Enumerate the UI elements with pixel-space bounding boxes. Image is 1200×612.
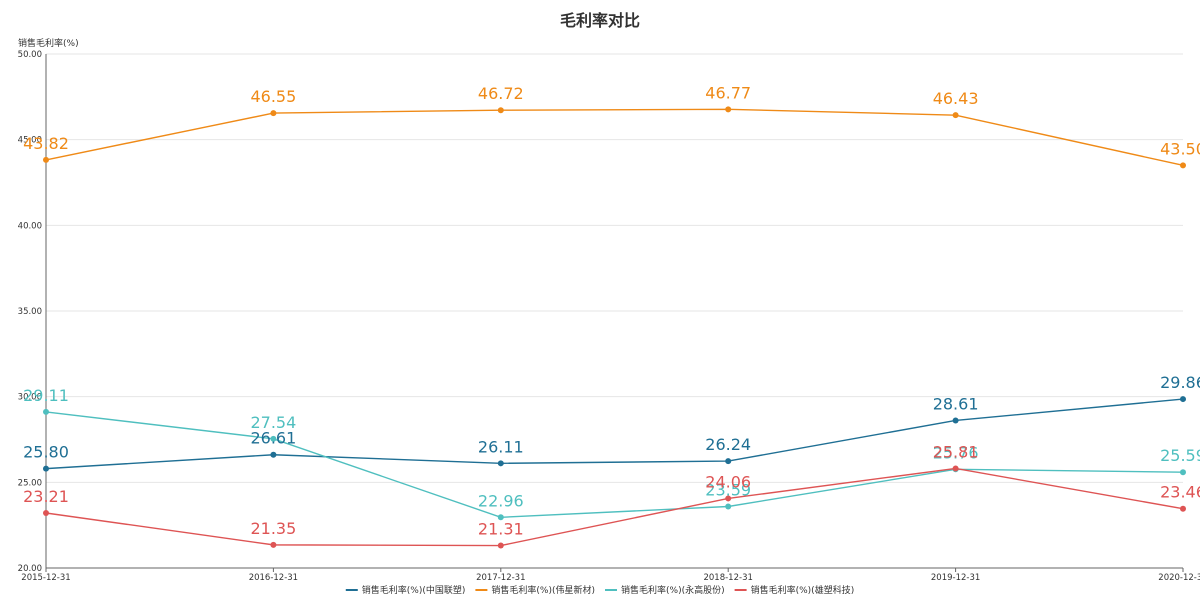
data-label: 29.86 xyxy=(1160,373,1200,392)
data-point[interactable] xyxy=(43,156,49,163)
data-point[interactable] xyxy=(725,106,732,113)
y-tick-label: 45.00 xyxy=(18,136,42,146)
x-tick-label: 2015-12-31 xyxy=(21,573,70,583)
data-point[interactable] xyxy=(725,503,732,510)
data-point[interactable] xyxy=(725,458,732,465)
chart-title: 毛利率对比 xyxy=(560,11,640,30)
data-point[interactable] xyxy=(725,495,732,502)
grid-lines xyxy=(46,53,1183,569)
data-labels: 25.80 26.61 26.11 26.24 28.61 29.86 43.82 46.55… xyxy=(23,83,1200,538)
data-label: 28.61 xyxy=(933,394,979,413)
data-label: 25.81 xyxy=(933,442,979,461)
y-tick-label: 50.00 xyxy=(18,50,42,60)
data-point[interactable] xyxy=(270,451,277,458)
data-label: 23.59 xyxy=(705,480,751,499)
y-tick-label: 35.00 xyxy=(18,307,42,317)
data-point[interactable] xyxy=(1180,469,1186,476)
data-point[interactable] xyxy=(270,435,277,442)
data-point[interactable] xyxy=(952,417,959,424)
data-label: 29.11 xyxy=(23,386,69,405)
data-label: 26.11 xyxy=(478,437,524,456)
y-tick-label: 25.00 xyxy=(18,478,42,488)
data-point[interactable] xyxy=(43,408,49,415)
series-group xyxy=(43,106,1186,549)
data-label: 43.50 xyxy=(1160,139,1200,158)
data-point[interactable] xyxy=(43,465,49,472)
data-label: 24.06 xyxy=(705,472,751,491)
series-line[interactable] xyxy=(45,108,1184,167)
legend[interactable]: 销售毛利率(%)(中国联塑) 销售毛利率(%)(伟星新材) 销售毛利率(%)(永高股… xyxy=(345,584,855,596)
data-label: 46.77 xyxy=(705,83,751,102)
x-tick-label: 2017-12-31 xyxy=(476,573,525,583)
legend-entry[interactable]: 销售毛利率(%)(雄塑科技) xyxy=(751,584,855,596)
y-tick-label: 20.00 xyxy=(18,564,42,574)
y-tick-label: 30.00 xyxy=(18,393,42,403)
data-label: 46.43 xyxy=(933,89,979,108)
series-line[interactable] xyxy=(45,398,1184,470)
data-label: 21.31 xyxy=(478,520,524,539)
data-label: 25.76 xyxy=(933,443,979,462)
data-label: 46.72 xyxy=(478,84,524,103)
data-point[interactable] xyxy=(270,541,277,548)
data-label: 46.55 xyxy=(250,87,296,106)
x-tick-label: 2016-12-31 xyxy=(249,573,298,583)
x-tick-label: 2020-12-31 xyxy=(1158,573,1200,583)
data-point[interactable] xyxy=(497,107,504,114)
data-label: 25.59 xyxy=(1160,446,1200,465)
data-label: 23.21 xyxy=(23,487,69,506)
data-point[interactable] xyxy=(43,510,49,517)
data-point[interactable] xyxy=(1180,505,1186,512)
data-point[interactable] xyxy=(1180,396,1186,403)
legend-entry[interactable]: 销售毛利率(%)(永高股份) xyxy=(621,584,725,596)
data-point[interactable] xyxy=(952,112,959,119)
x-tick-label: 2018-12-31 xyxy=(703,573,752,583)
x-tick-label: 2019-12-31 xyxy=(931,573,980,583)
data-point[interactable] xyxy=(952,465,959,472)
data-label: 23.46 xyxy=(1160,483,1200,502)
data-label: 21.35 xyxy=(250,519,296,538)
series-line[interactable] xyxy=(45,411,1184,518)
axes: 20.00 25.00 30.00 35.00 40.00 45.00 50.00 2015-… xyxy=(18,50,1200,583)
y-tick-label: 40.00 xyxy=(18,221,42,231)
data-point[interactable] xyxy=(270,110,277,117)
data-label: 27.54 xyxy=(250,413,296,432)
data-label: 43.82 xyxy=(23,134,69,153)
data-point[interactable] xyxy=(497,542,504,549)
legend-entry[interactable]: 销售毛利率(%)(伟星新材) xyxy=(491,584,595,596)
data-point[interactable] xyxy=(497,514,504,521)
data-point[interactable] xyxy=(497,460,504,467)
data-label: 26.61 xyxy=(250,429,296,448)
data-label: 25.80 xyxy=(23,443,69,462)
data-label: 22.96 xyxy=(478,491,524,510)
data-point[interactable] xyxy=(1180,162,1186,169)
series-line[interactable] xyxy=(45,467,1184,547)
legend-entry[interactable]: 销售毛利率(%)(中国联塑) xyxy=(362,584,466,596)
data-label: 26.24 xyxy=(705,435,751,454)
y-axis-label: 销售毛利率(%) xyxy=(18,37,79,49)
